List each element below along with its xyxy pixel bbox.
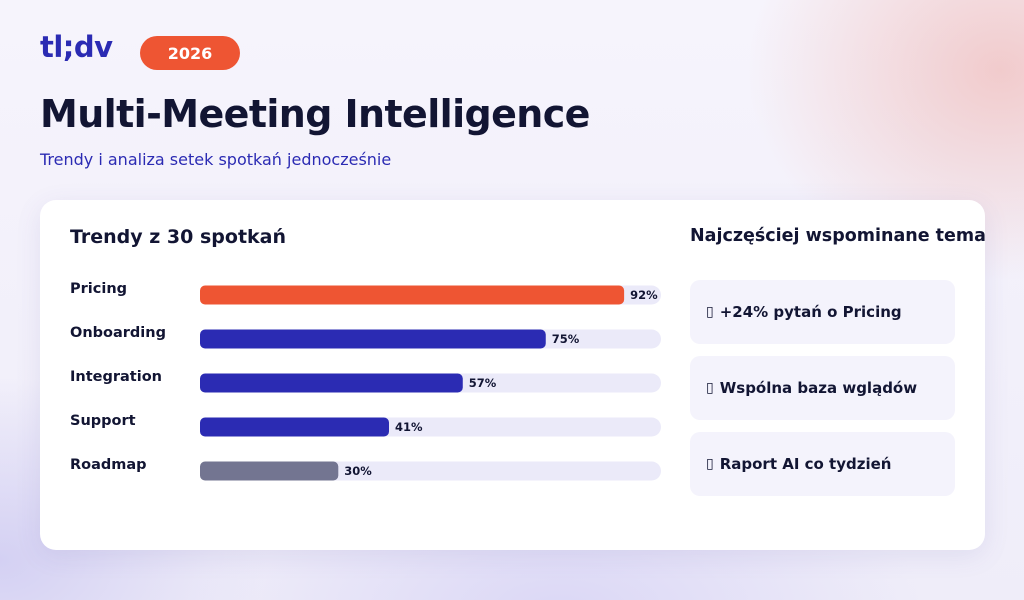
chart-icon: ▯ (706, 304, 714, 320)
insight-text: Wspólna baza wglądów (719, 379, 918, 397)
robot-icon: ▯ (706, 456, 714, 472)
page-title: Multi-Meeting Intelligence (40, 92, 590, 136)
category-label: Integration (70, 369, 162, 385)
insight-card: ▯ Raport AI co tydzień (690, 432, 955, 496)
year-badge: 2026 (140, 36, 240, 70)
bar (200, 285, 625, 305)
insight-card: ▯ +24% pytań o Pricing (690, 280, 955, 344)
page-subtitle: Trendy i analiza setek spotkań jednocześ… (40, 150, 392, 169)
brand-logo: tl;dv (40, 30, 113, 64)
bar-row: Onboarding 75% (70, 325, 661, 349)
chart-title: Trendy z 30 spotkań (70, 226, 287, 248)
bar (200, 329, 546, 349)
link-icon: ▯ (706, 380, 714, 396)
content-card: Trendy z 30 spotkań Pricing 92% Onboarding… (40, 200, 985, 550)
bar (200, 373, 463, 393)
bar-row: Integration 57% (70, 369, 661, 393)
category-label: Support (70, 413, 136, 429)
insight-card: ▯ Wspólna baza wglądów (690, 356, 955, 420)
insight-text: Raport AI co tydzień (719, 455, 892, 473)
value-label: 92% (630, 288, 658, 302)
bar-row: Support 41% (70, 413, 661, 437)
category-label: Onboarding (70, 325, 166, 341)
value-label: 57% (469, 376, 497, 390)
category-label: Pricing (70, 281, 127, 297)
value-label: 30% (344, 464, 372, 478)
bar-row: Roadmap 30% (70, 457, 661, 481)
bar (200, 461, 339, 481)
insights-title: Najczęściej wspominane tematy (690, 226, 985, 246)
bar (200, 417, 390, 437)
value-label: 75% (552, 332, 580, 346)
insight-text: +24% pytań o Pricing (719, 303, 902, 321)
value-label: 41% (395, 420, 423, 434)
insights-list: ▯ +24% pytań o Pricing ▯ Wspólna baza wg… (690, 280, 955, 508)
category-label: Roadmap (70, 457, 147, 473)
bar-chart: Pricing 92% Onboarding 75% Integration 57% Sup… (70, 281, 661, 481)
bar-row: Pricing 92% (70, 281, 661, 305)
